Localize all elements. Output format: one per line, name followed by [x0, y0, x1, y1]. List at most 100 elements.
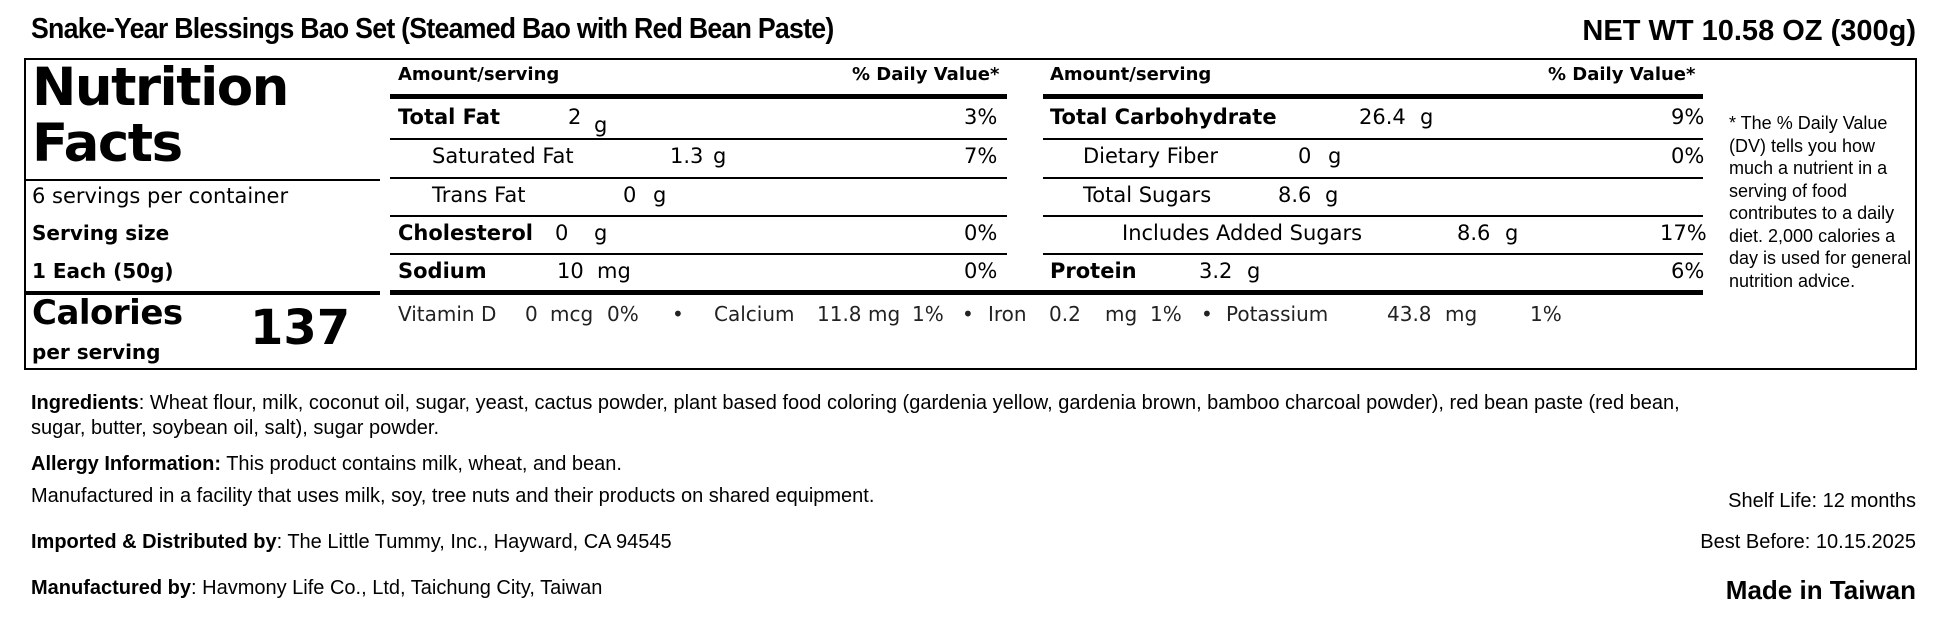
total-fat-dv: 3%: [964, 105, 998, 129]
trans-fat-amount: 0: [623, 183, 637, 207]
allergy-text: This product contains milk, wheat, and b…: [221, 453, 622, 475]
header-dv: % Daily Value*: [1548, 64, 1696, 85]
manufactured-text: : Havmony Life Co., Ltd, Taichung City, …: [191, 577, 603, 599]
row-rule: [1043, 138, 1703, 140]
calcium-dv: 1%: [912, 302, 944, 326]
vitamin-d-label: Vitamin D: [398, 302, 497, 326]
row-rule: [1043, 215, 1703, 217]
calcium-label: Calcium: [714, 302, 795, 326]
product-title: Snake-Year Blessings Bao Set (Steamed Ba…: [31, 13, 834, 45]
total-carbohydrate-amount: 26.4: [1359, 105, 1406, 129]
cholesterol-unit: g: [594, 221, 608, 245]
protein-dv: 6%: [1671, 259, 1705, 283]
facility-statement: Manufactured in a facility that uses mil…: [31, 485, 875, 507]
total-sugars-unit: g: [1325, 183, 1339, 207]
header-amount: Amount/serving: [398, 64, 560, 85]
added-sugars-unit: g: [1505, 221, 1519, 245]
row-rule: [1043, 253, 1703, 255]
saturated-fat-unit: g: [713, 144, 727, 168]
saturated-fat-label: Saturated Fat: [432, 144, 574, 168]
vitamin-d-unit: mcg: [550, 302, 594, 326]
iron-unit: mg: [1105, 302, 1138, 326]
manufactured-label: Manufactured by: [31, 577, 192, 599]
manufactured-line: Manufactured by: Havmony Life Co., Ltd, …: [31, 577, 602, 600]
protein-label: Protein: [1050, 259, 1137, 283]
dietary-fiber-unit: g: [1328, 144, 1342, 168]
potassium-unit: mg: [1445, 302, 1478, 326]
cholesterol-label: Cholesterol: [398, 221, 533, 245]
potassium-label: Potassium: [1226, 302, 1329, 326]
allergy-line: Allergy Information: This product contai…: [31, 453, 622, 476]
protein-unit: g: [1247, 259, 1261, 283]
sodium-label: Sodium: [398, 259, 487, 283]
heading-line-2: Facts: [32, 113, 183, 174]
total-carbohydrate-unit: g: [1420, 105, 1434, 129]
vitamin-separator: •: [962, 302, 974, 326]
calcium-amount: 11.8: [817, 302, 862, 326]
iron-amount: 0.2: [1049, 302, 1081, 326]
protein-amount: 3.2: [1199, 259, 1233, 283]
trans-fat-label: Trans Fat: [432, 183, 526, 207]
ingredients-line-1: Ingredients: Wheat flour, milk, coconut …: [31, 392, 1680, 415]
total-sugars-amount: 8.6: [1278, 183, 1312, 207]
imported-label: Imported & Distributed by: [31, 531, 277, 553]
net-weight: NET WT 10.58 OZ (300g): [1582, 15, 1916, 47]
calcium-unit: mg: [868, 302, 901, 326]
vitamin-d-dv: 0%: [607, 302, 639, 326]
iron-dv: 1%: [1150, 302, 1182, 326]
header-amount: Amount/serving: [1050, 64, 1212, 85]
ingredients-label: Ingredients: [31, 392, 139, 414]
total-fat-unit: g: [594, 113, 608, 137]
dietary-fiber-label: Dietary Fiber: [1083, 144, 1219, 168]
row-rule: [1043, 177, 1703, 179]
allergy-label: Allergy Information:: [31, 453, 222, 475]
dietary-fiber-amount: 0: [1298, 144, 1312, 168]
header-rule: [1043, 94, 1703, 99]
potassium-dv: 1%: [1530, 302, 1562, 326]
nutrition-facts-heading: Nutrition Facts: [32, 57, 289, 174]
calories-label: Calories: [32, 293, 183, 333]
header-rule: [390, 94, 1007, 99]
added-sugars-amount: 8.6: [1457, 221, 1491, 245]
calories-value: 137: [250, 300, 351, 356]
row-rule: [390, 177, 1007, 179]
row-rule: [390, 138, 1007, 140]
potassium-amount: 43.8: [1387, 302, 1432, 326]
divider: [24, 179, 380, 181]
saturated-fat-dv: 7%: [964, 144, 998, 168]
added-sugars-dv: 17%: [1660, 221, 1707, 245]
servings-per-container: 6 servings per container: [32, 184, 289, 208]
nutrition-panel: [24, 58, 1917, 370]
imported-text: : The Little Tummy, Inc., Hayward, CA 94…: [276, 531, 672, 553]
total-fat-label: Total Fat: [398, 105, 501, 129]
imported-line: Imported & Distributed by: The Little Tu…: [31, 531, 672, 554]
vitamin-d-amount: 0: [525, 302, 538, 326]
row-rule: [390, 215, 1007, 217]
sodium-amount: 10: [557, 259, 584, 283]
saturated-fat-amount: 1.3: [670, 144, 704, 168]
iron-label: Iron: [988, 302, 1027, 326]
sodium-unit: mg: [597, 259, 631, 283]
made-in: Made in Taiwan: [1725, 575, 1916, 605]
best-before: Best Before: 10.15.2025: [1700, 531, 1916, 553]
row-rule: [390, 253, 1007, 255]
ingredients-line-2: sugar, butter, soybean oil, salt), sugar…: [31, 417, 440, 439]
dietary-fiber-dv: 0%: [1671, 144, 1705, 168]
cholesterol-dv: 0%: [964, 221, 998, 245]
added-sugars-label: Includes Added Sugars: [1122, 221, 1363, 245]
vitamins-rule: [390, 290, 1703, 295]
vitamin-separator: •: [672, 302, 684, 326]
total-sugars-label: Total Sugars: [1083, 183, 1212, 207]
shelf-life: Shelf Life: 12 months: [1728, 490, 1916, 512]
total-carbohydrate-dv: 9%: [1671, 105, 1705, 129]
heading-line-1: Nutrition: [32, 57, 289, 118]
daily-value-footnote: * The % Daily Value (DV) tells you how m…: [1729, 113, 1912, 291]
per-serving-label: per serving: [32, 340, 161, 364]
ingredients-text: : Wheat flour, milk, coconut oil, sugar,…: [138, 392, 1680, 414]
cholesterol-amount: 0: [555, 221, 569, 245]
sodium-dv: 0%: [964, 259, 998, 283]
divider-thick: [24, 291, 380, 295]
serving-size-label: Serving size: [32, 221, 170, 245]
header-dv: % Daily Value*: [852, 64, 1000, 85]
trans-fat-unit: g: [653, 183, 667, 207]
